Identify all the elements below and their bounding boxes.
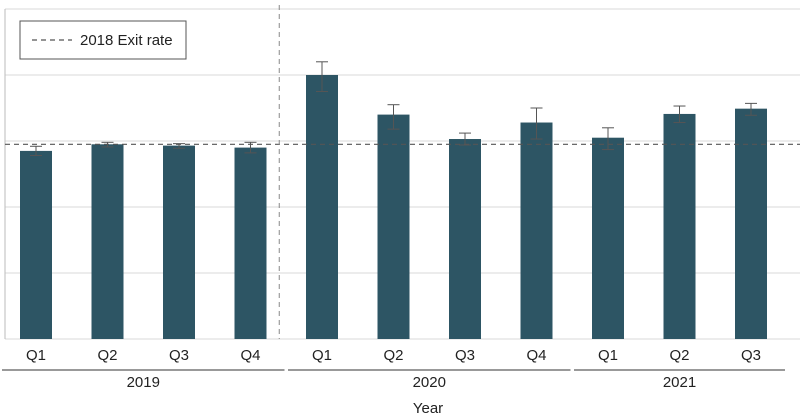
legend-box [19, 20, 187, 60]
legend-label: 2018 Exit rate [80, 32, 173, 49]
bar [735, 108, 767, 339]
group-label: 2021 [663, 374, 696, 391]
bar [234, 147, 267, 339]
bar [91, 144, 124, 339]
x-tick-label: Q4 [526, 347, 546, 364]
x-axis-title: Year [413, 400, 443, 417]
bar [306, 75, 338, 339]
group-label: 2019 [127, 374, 160, 391]
x-tick-label: Q3 [169, 347, 189, 364]
bar [377, 114, 410, 339]
bar [20, 150, 52, 339]
x-tick-label: Q4 [240, 347, 260, 364]
legend: 2018 Exit rate [19, 20, 187, 60]
x-tick-label: Q1 [598, 347, 618, 364]
x-tick-label: Q2 [383, 347, 403, 364]
bar [163, 145, 195, 339]
x-tick-label: Q2 [97, 347, 117, 364]
axis-labels: Q1 Q2 Q3 Q4 Q1 Q2 Q3 Q4 Q1 Q2 Q3 2019 2020 2021 [2, 347, 785, 391]
x-tick-label: Q1 [312, 347, 332, 364]
bar [449, 139, 481, 339]
bar [663, 113, 696, 339]
x-tick-label: Q3 [741, 347, 761, 364]
reference-lines [5, 5, 800, 339]
x-tick-label: Q2 [669, 347, 689, 364]
error-bars [30, 61, 757, 157]
x-tick-label: Q3 [455, 347, 475, 364]
bar [520, 122, 553, 340]
x-tick-label: Q1 [26, 347, 46, 364]
bars [20, 75, 767, 340]
group-label: 2020 [413, 374, 446, 391]
bar [592, 137, 624, 339]
